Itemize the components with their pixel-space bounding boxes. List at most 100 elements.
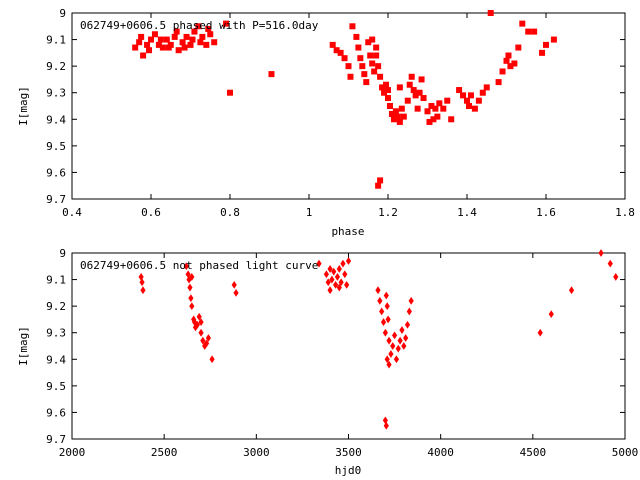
data-point	[392, 108, 399, 115]
axis-ticks: 0.4 0.6 0.8 1 1.2 1.4 1.6 1.8 9 9.1 9.2 9.3 9.4 9.5 9.…	[46, 7, 635, 219]
data-point	[550, 36, 557, 43]
data-point	[444, 97, 451, 104]
data-point	[495, 79, 502, 86]
data-point	[396, 84, 403, 91]
data-point	[132, 44, 139, 51]
y-tick-label: 9.5	[46, 140, 66, 153]
x-tick-label: 0.6	[141, 206, 161, 219]
x-axis-label: phase	[331, 225, 364, 238]
data-point	[334, 273, 341, 281]
data-point	[537, 328, 543, 337]
data-point	[487, 10, 494, 16]
data-point	[183, 33, 190, 40]
data-point	[386, 360, 392, 369]
y-tick-label: 9.6	[46, 406, 66, 419]
data-point	[139, 278, 145, 287]
data-point	[383, 81, 390, 88]
data-point	[396, 118, 403, 125]
data-point	[207, 31, 214, 38]
data-point	[375, 182, 382, 189]
data-point	[386, 336, 392, 345]
data-point	[406, 81, 413, 88]
data-point	[404, 320, 411, 329]
data-point	[382, 416, 388, 425]
data-point	[385, 315, 391, 324]
axis-ticks: 2000 2500 3000 3500 4000 4500 5000 9 9.1 9.2 9.3 9.…	[46, 247, 638, 459]
data-point	[440, 105, 447, 112]
data-point	[361, 71, 368, 78]
data-point	[436, 100, 443, 107]
data-point	[385, 87, 391, 94]
data-point	[146, 47, 153, 54]
data-point	[403, 334, 409, 342]
data-point	[519, 20, 526, 27]
data-point	[209, 355, 215, 364]
data-point	[465, 103, 472, 109]
data-point	[406, 307, 412, 316]
x-tick-label: 1.8	[615, 206, 635, 219]
data-point	[187, 41, 194, 48]
data-point	[171, 33, 178, 40]
data-point	[467, 92, 474, 99]
data-point	[151, 31, 158, 38]
y-tick-label: 9.1	[46, 274, 66, 287]
y-axis-label: I[mag]	[17, 86, 30, 126]
data-point	[525, 28, 532, 35]
data-point	[357, 55, 364, 62]
data-point	[196, 312, 202, 321]
data-point	[345, 63, 352, 70]
data-point	[380, 318, 387, 326]
chart-title: 062749+0606.5 not phased light curve	[80, 259, 318, 272]
data-points	[138, 249, 619, 430]
data-point	[408, 296, 414, 305]
data-point	[505, 52, 512, 59]
data-point	[349, 23, 356, 30]
data-point	[341, 55, 348, 62]
data-point	[375, 63, 382, 70]
data-point	[400, 113, 407, 120]
data-point	[397, 336, 403, 345]
data-point	[173, 28, 180, 35]
y-tick-label: 9.1	[46, 34, 66, 47]
data-point	[503, 57, 510, 64]
data-point	[448, 116, 455, 123]
data-point	[418, 76, 425, 83]
data-point	[398, 105, 405, 112]
plot-frame	[71, 252, 626, 440]
data-point	[223, 20, 230, 27]
data-point	[539, 49, 546, 56]
y-tick-label: 9.2	[46, 60, 66, 73]
data-point	[410, 87, 417, 94]
y-axis-label: I[mag]	[17, 326, 30, 366]
data-point	[379, 307, 385, 316]
x-axis-label: hjd0	[335, 464, 362, 477]
data-point	[198, 318, 204, 326]
y-tick-label: 9.5	[46, 380, 66, 393]
data-point	[543, 41, 549, 48]
data-point	[511, 60, 518, 67]
data-point	[337, 49, 344, 56]
data-point	[401, 342, 407, 350]
data-point	[338, 278, 344, 287]
data-point	[384, 355, 390, 364]
data-point	[369, 60, 376, 67]
y-tick-label: 9	[59, 7, 66, 20]
data-point	[140, 286, 146, 295]
data-point	[385, 95, 391, 102]
data-point	[203, 41, 210, 48]
data-point	[185, 270, 191, 279]
data-point	[414, 105, 421, 112]
data-point	[332, 280, 339, 289]
data-point	[367, 52, 374, 59]
data-point	[568, 286, 575, 295]
data-point	[188, 294, 194, 303]
light-curve-plot: 2000 2500 3000 3500 4000 4500 5000 9 9.1 9.2 9.3 9.…	[17, 247, 638, 477]
data-point	[377, 177, 384, 184]
data-point	[189, 302, 195, 311]
data-point	[424, 108, 431, 115]
data-point	[345, 257, 352, 265]
x-tick-label: 1.4	[457, 206, 477, 219]
y-tick-label: 9.7	[46, 193, 66, 206]
y-tick-label: 9	[59, 247, 66, 260]
data-point	[471, 105, 478, 112]
